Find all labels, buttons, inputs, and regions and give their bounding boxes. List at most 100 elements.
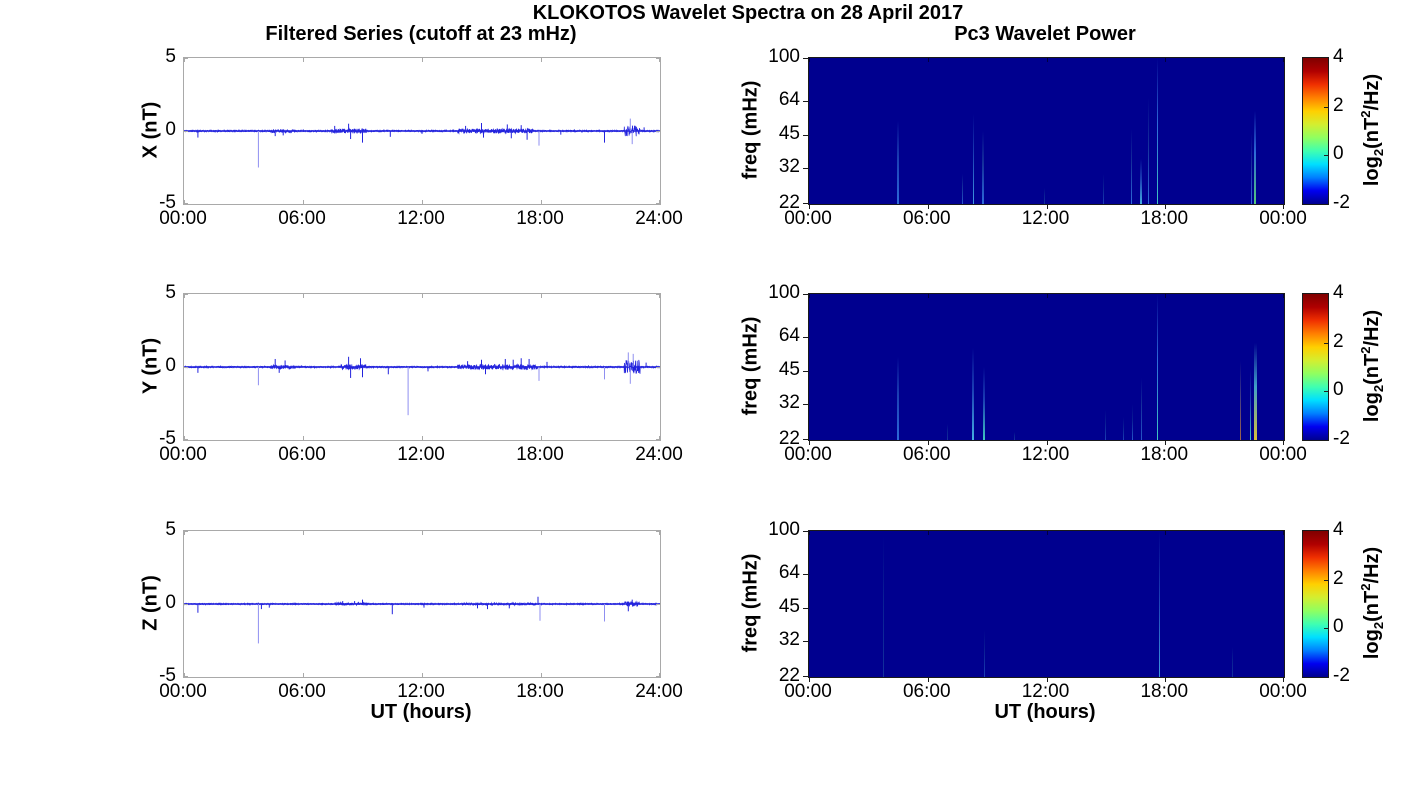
tick-mark [1165, 294, 1166, 298]
tick-mark [184, 58, 188, 59]
y-axis-label: Y (nT) [139, 337, 162, 395]
tick-mark [1283, 294, 1284, 298]
y-tick-label: 100 [768, 282, 800, 303]
x-tick-label: 12:00 [1021, 681, 1070, 702]
tick-mark [928, 440, 929, 445]
tick-mark [928, 531, 929, 535]
wavelet-streak [897, 357, 899, 440]
tick-mark [809, 440, 810, 445]
x-tick-label: 12:00 [397, 681, 445, 702]
tick-mark [656, 131, 660, 132]
y-tick-label: 0 [165, 592, 176, 613]
x-tick-label: 00:00 [159, 208, 207, 229]
wavelet-streak [1250, 132, 1252, 204]
wavelet-streak [1103, 174, 1105, 204]
x-tick-label: 18:00 [1140, 208, 1189, 229]
x-tick-label: 18:00 [516, 444, 564, 465]
figure-title: KLOKOTOS Wavelet Spectra on 28 April 201… [532, 2, 964, 24]
tick-mark [303, 531, 304, 535]
tick-mark [656, 203, 660, 204]
y-tick-label: 100 [768, 46, 800, 67]
tick-mark [809, 58, 810, 62]
wavelet-streak [1254, 110, 1257, 204]
y-tick-label: 64 [778, 325, 800, 347]
x-tick-label: 00:00 [784, 681, 832, 702]
tick-mark [1324, 155, 1328, 156]
tick-mark [184, 604, 188, 605]
wavelet-panel-x [803, 57, 1285, 209]
tick-mark [656, 294, 660, 295]
x-tick-label: 18:00 [516, 208, 564, 229]
colorbar-tick-label: 2 [1333, 567, 1344, 589]
tick-mark [303, 673, 304, 677]
wavelet-streak [961, 174, 963, 204]
wavelet-streak [1105, 410, 1107, 440]
y-tick-label: 64 [778, 562, 800, 584]
y-axis-label: freq (mHz) [739, 80, 762, 180]
x-tick-label: 24:00 [635, 681, 683, 702]
tick-mark [184, 673, 185, 677]
wavelet-panel-z [803, 530, 1285, 682]
y-tick-label: -5 [159, 428, 176, 449]
colorbar-axis-label: log2(nT2/Hz) [1358, 309, 1386, 423]
y-tick-label: 100 [768, 519, 800, 540]
tick-mark [422, 531, 423, 535]
tick-mark [303, 294, 304, 298]
colorbar [1302, 530, 1329, 678]
right-column-title: Pc3 Wavelet Power [954, 23, 1136, 45]
tick-mark [1047, 531, 1048, 535]
x-tick-label: 06:00 [902, 681, 951, 702]
y-tick-label: 32 [778, 391, 800, 413]
series-line-z [184, 596, 660, 644]
tick-mark [1047, 677, 1048, 682]
x-tick-label: 00:00 [1259, 681, 1307, 702]
wavelet-streak [1014, 431, 1016, 440]
tick-mark [928, 294, 929, 298]
wavelet-streak [972, 348, 975, 440]
y-tick-label: 5 [165, 282, 176, 303]
colorbar-tick-label: 4 [1333, 519, 1344, 540]
y-tick-label: -5 [159, 192, 176, 213]
tick-mark [809, 677, 810, 682]
tick-mark [1283, 677, 1284, 682]
tick-mark [659, 294, 660, 298]
tick-mark [809, 294, 810, 298]
y-tick-label: 22 [778, 192, 800, 213]
tick-mark [422, 294, 423, 298]
colorbar [1302, 57, 1329, 205]
tick-mark [184, 294, 188, 295]
colorbar-tick-label: 2 [1333, 94, 1344, 116]
tick-mark [803, 101, 808, 102]
y-tick-label: 0 [165, 355, 176, 376]
tick-mark [541, 294, 542, 298]
x-tick-label: 06:00 [278, 444, 326, 465]
tick-mark [803, 404, 808, 405]
x-tick-label: 00:00 [784, 208, 832, 229]
tick-mark [809, 531, 810, 535]
wavelet-streak [1156, 58, 1159, 204]
tick-mark [1283, 440, 1284, 445]
colorbar-tick-label: 4 [1333, 282, 1344, 303]
tick-mark [184, 367, 188, 368]
x-tick-label: 00:00 [784, 444, 832, 465]
tick-mark [803, 337, 808, 338]
x-tick-label: 18:00 [516, 681, 564, 702]
y-axis-label: X (nT) [139, 101, 162, 159]
tick-mark [422, 436, 423, 440]
x-tick-label: 12:00 [397, 208, 445, 229]
x-tick-label: 12:00 [1021, 208, 1070, 229]
tick-mark [1047, 58, 1048, 62]
tick-mark [928, 204, 929, 209]
wavelet-streak [1254, 343, 1257, 440]
wavelet-streak [983, 366, 985, 440]
tick-mark [184, 531, 188, 532]
tick-mark [303, 200, 304, 204]
colorbar-tick-label: -2 [1333, 665, 1350, 686]
y-tick-label: 5 [165, 519, 176, 540]
tick-mark [1165, 58, 1166, 62]
wavelet-streak [882, 535, 884, 677]
tick-mark [656, 439, 660, 440]
x-tick-label: 12:00 [397, 444, 445, 465]
tick-mark [184, 200, 185, 204]
